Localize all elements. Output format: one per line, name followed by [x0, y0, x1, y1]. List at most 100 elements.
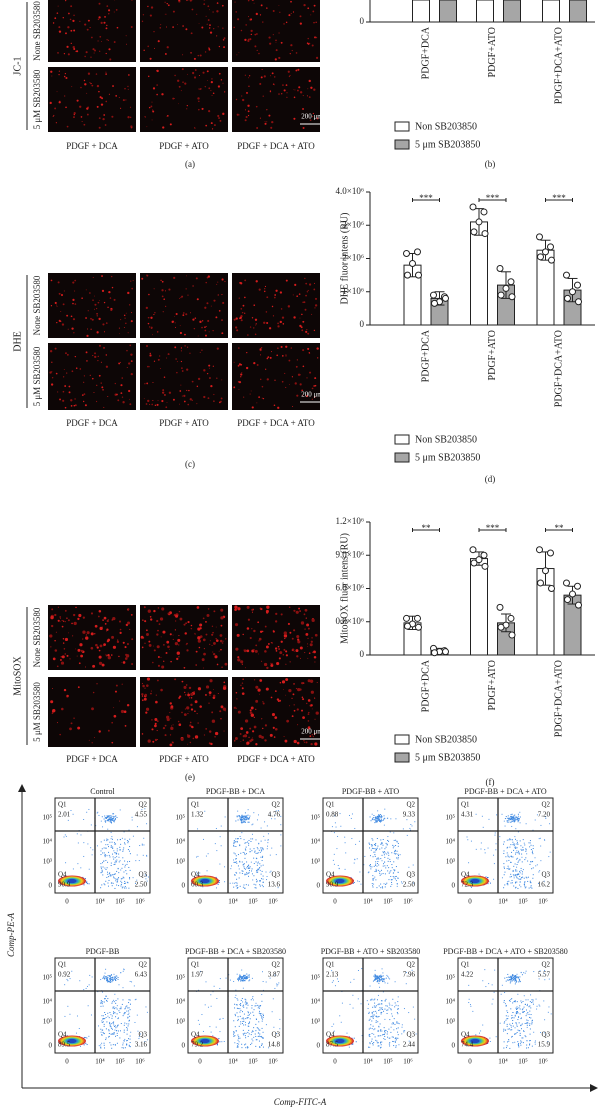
- speck: [244, 279, 246, 281]
- dot: [242, 870, 243, 871]
- dot: [520, 817, 521, 818]
- dot: [130, 870, 131, 871]
- speck: [209, 331, 210, 332]
- dot: [514, 845, 515, 846]
- dot: [120, 839, 121, 840]
- dot: [352, 813, 353, 814]
- speck: [212, 626, 213, 627]
- dot: [87, 1044, 88, 1045]
- speck: [199, 624, 202, 627]
- speck: [260, 14, 261, 15]
- dot: [517, 864, 518, 865]
- legend-label: 5 μm SB203850: [415, 139, 480, 150]
- speck: [149, 107, 150, 108]
- dot: [108, 846, 109, 847]
- speck: [237, 656, 239, 658]
- column-label: PDGF + DCA: [66, 418, 118, 428]
- dot: [526, 877, 527, 878]
- speck: [288, 623, 290, 625]
- dot: [504, 872, 505, 873]
- dot: [234, 842, 235, 843]
- dot: [87, 883, 88, 884]
- speck: [116, 685, 118, 687]
- dot: [257, 865, 258, 866]
- dot: [137, 826, 138, 827]
- dot: [338, 865, 339, 866]
- dot: [112, 874, 113, 875]
- data-point: [538, 580, 544, 586]
- dot: [512, 814, 513, 815]
- speck: [317, 357, 318, 358]
- dot: [540, 860, 541, 861]
- speck: [306, 329, 307, 330]
- dot: [127, 842, 128, 843]
- dot: [105, 881, 106, 882]
- dot: [387, 865, 388, 866]
- dot: [280, 845, 281, 846]
- speck: [57, 12, 59, 14]
- speck: [152, 110, 153, 111]
- speck: [309, 652, 311, 654]
- dot: [509, 847, 510, 848]
- dot: [516, 850, 517, 851]
- speck: [67, 655, 69, 657]
- dot: [391, 864, 392, 865]
- speck: [84, 83, 86, 85]
- speck: [266, 667, 268, 669]
- dot: [88, 809, 89, 810]
- y-tick-label: 10³: [311, 858, 320, 866]
- dot: [252, 834, 253, 835]
- dot: [395, 876, 396, 877]
- dot: [377, 838, 378, 839]
- speck: [60, 618, 61, 619]
- speck: [100, 96, 102, 98]
- speck: [209, 679, 212, 682]
- quadrant-value: 7.20: [538, 811, 551, 819]
- dot: [121, 878, 122, 879]
- speck: [222, 642, 224, 644]
- speck: [79, 643, 82, 646]
- panel-label: (f): [486, 777, 495, 787]
- speck: [144, 688, 145, 689]
- dot: [105, 822, 106, 823]
- image-bg: [232, 67, 320, 132]
- speck: [58, 281, 60, 283]
- speck: [186, 649, 188, 651]
- dot: [234, 883, 235, 884]
- speck: [55, 348, 57, 350]
- speck: [240, 373, 242, 375]
- y-tick-label: 10⁵: [43, 814, 53, 822]
- speck: [282, 84, 284, 86]
- speck: [79, 106, 81, 108]
- speck: [199, 23, 200, 24]
- speck: [146, 633, 149, 636]
- speck: [220, 634, 223, 637]
- speck: [235, 737, 238, 740]
- speck: [270, 127, 272, 129]
- dot: [509, 818, 510, 819]
- speck: [170, 727, 173, 730]
- speck: [210, 31, 212, 33]
- dot: [256, 853, 257, 854]
- dot: [510, 839, 511, 840]
- speck: [170, 633, 172, 635]
- quadrant-value: 2.50: [135, 881, 148, 889]
- speck: [224, 91, 225, 92]
- speck: [107, 654, 109, 656]
- dot: [237, 888, 238, 889]
- dot: [515, 828, 516, 829]
- speck: [50, 71, 52, 73]
- speck: [107, 307, 108, 308]
- speck: [193, 691, 195, 693]
- dot: [388, 861, 389, 862]
- speck: [281, 42, 283, 44]
- speck: [211, 711, 213, 713]
- speck: [221, 294, 222, 295]
- speck: [71, 327, 73, 329]
- dot: [256, 858, 257, 859]
- speck: [260, 354, 261, 355]
- dot: [384, 815, 385, 816]
- cropped-bars: [413, 0, 587, 22]
- speck: [235, 2, 236, 3]
- speck: [279, 657, 281, 659]
